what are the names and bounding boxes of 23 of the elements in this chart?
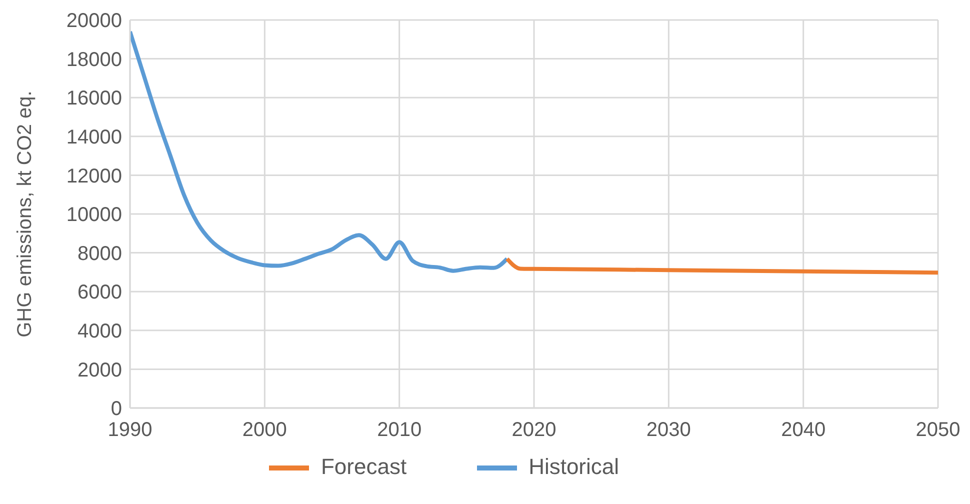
x-tick-label: 1990 — [108, 419, 152, 442]
y-tick-label: 10000 — [66, 204, 122, 226]
legend-label: Forecast — [320, 454, 407, 479]
x-tick-label: 2040 — [781, 419, 826, 442]
y-tick-label: 18000 — [66, 48, 122, 71]
line-series — [505, 256, 938, 275]
x-tick-label: 2030 — [646, 419, 691, 442]
y-tick-label: 4000 — [78, 320, 122, 342]
y-tick-label: 0 — [110, 398, 122, 420]
legend-label: Historical — [528, 454, 620, 479]
x-tick-label: 2010 — [377, 419, 422, 442]
y-axis-title: GHG emissions, kt CO2 eq. — [14, 90, 36, 338]
x-tick-label: 2050 — [916, 419, 960, 442]
y-tick-label: 20000 — [66, 10, 122, 32]
y-tick-label: 8000 — [78, 242, 122, 265]
x-tick-label: 2000 — [242, 419, 287, 442]
y-tick-label: 16000 — [66, 88, 122, 110]
y-tick-label: 14000 — [66, 126, 122, 148]
x-tick-label: 2020 — [512, 419, 556, 442]
y-tick-label: 6000 — [78, 282, 122, 304]
line-series — [130, 30, 510, 273]
y-tick-label: 12000 — [66, 165, 122, 188]
y-tick-label: 2000 — [78, 359, 122, 382]
